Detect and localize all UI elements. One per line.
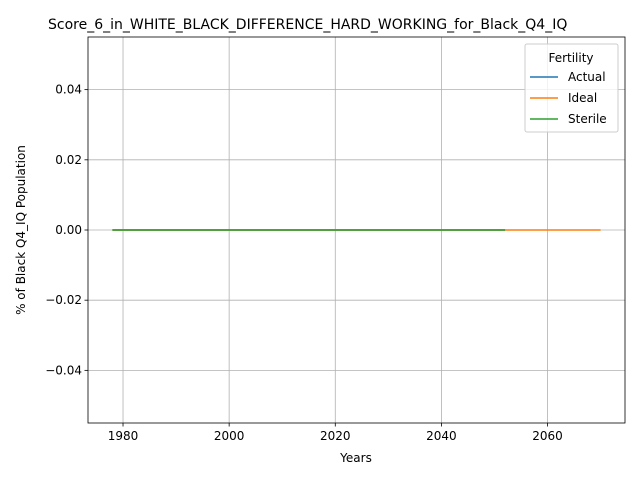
x-tick-label: 1980 xyxy=(108,429,139,443)
legend-entries: Actual Ideal Sterile xyxy=(530,70,607,126)
x-axis-ticks: 1980 2000 2020 2040 2060 xyxy=(108,423,563,443)
legend: Fertility Actual Ideal Sterile xyxy=(524,43,619,133)
y-tick-label: 0.02 xyxy=(55,153,82,167)
y-tick-label: 0.00 xyxy=(55,223,82,237)
y-tick-label: −0.04 xyxy=(45,363,82,377)
y-axis-label: % of Black Q4_IQ Population xyxy=(14,145,28,315)
legend-box xyxy=(524,43,619,133)
y-tick-label: 0.04 xyxy=(55,83,82,97)
legend-label-ideal: Ideal xyxy=(568,91,597,105)
legend-label-sterile: Sterile xyxy=(568,112,607,126)
legend-label-actual: Actual xyxy=(568,70,606,84)
x-tick-label: 2060 xyxy=(532,429,563,443)
x-tick-label: 2040 xyxy=(426,429,457,443)
y-tick-label: −0.02 xyxy=(45,293,82,307)
legend-title: Fertility xyxy=(548,51,593,65)
x-tick-label: 2000 xyxy=(214,429,245,443)
y-axis-ticks: −0.04 −0.02 0.00 0.02 0.04 xyxy=(45,83,88,377)
chart-title: Score_6_in_WHITE_BLACK_DIFFERENCE_HARD_W… xyxy=(48,17,567,33)
x-tick-label: 2020 xyxy=(320,429,351,443)
x-axis-label: Years xyxy=(339,451,372,465)
